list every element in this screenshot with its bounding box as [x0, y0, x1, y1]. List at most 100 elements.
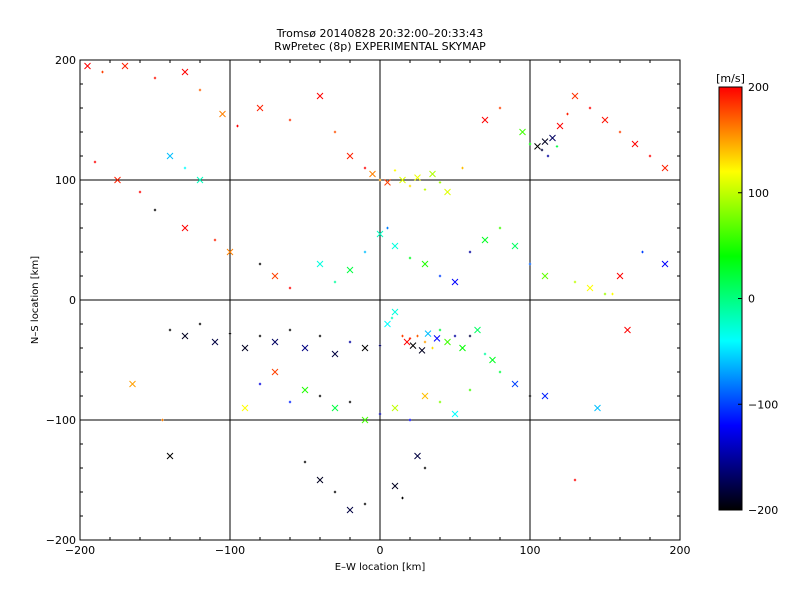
- data-point-x: [196, 176, 204, 184]
- data-point-plus: [401, 496, 404, 500]
- data-point-plus: [318, 334, 322, 338]
- data-point-x: [421, 260, 429, 268]
- data-point-x: [391, 242, 399, 250]
- y-tick-label: 200: [55, 54, 76, 67]
- data-point-x: [316, 92, 324, 100]
- data-point-plus: [258, 382, 262, 386]
- data-point-plus: [423, 466, 427, 470]
- data-point-x: [121, 62, 129, 70]
- data-point-x: [391, 308, 399, 316]
- data-point-x: [511, 242, 519, 250]
- data-point-plus: [528, 394, 532, 398]
- data-point-plus: [416, 334, 419, 338]
- data-point-x: [661, 164, 669, 172]
- data-point-x: [534, 143, 541, 150]
- y-axis-title: N–S location [km]: [30, 256, 41, 344]
- data-point-plus: [288, 286, 292, 290]
- data-point-plus: [363, 166, 367, 170]
- data-point-x: [409, 342, 417, 349]
- data-point-plus: [258, 334, 262, 338]
- data-point-x: [451, 410, 459, 418]
- data-point-plus: [641, 250, 644, 254]
- data-point-x: [271, 272, 279, 280]
- data-point-plus: [303, 460, 307, 464]
- data-point-plus: [498, 106, 502, 110]
- data-point-x: [301, 386, 309, 394]
- data-point-x: [369, 170, 376, 178]
- data-point-plus: [555, 145, 559, 148]
- data-point-plus: [431, 346, 434, 350]
- points-layer: [84, 62, 669, 514]
- data-point-x: [361, 416, 369, 424]
- data-point-x: [376, 230, 384, 238]
- data-point-plus: [611, 292, 614, 296]
- data-point-plus: [468, 334, 472, 338]
- data-point-plus: [288, 400, 292, 404]
- grid-layer: [80, 60, 680, 540]
- data-point-x: [433, 335, 441, 342]
- data-point-plus: [438, 400, 442, 404]
- data-point-x: [391, 482, 399, 490]
- data-point-x: [541, 138, 549, 145]
- data-point-plus: [168, 328, 172, 332]
- data-point-x: [346, 266, 354, 274]
- data-point-plus: [540, 148, 544, 152]
- data-point-x: [114, 176, 121, 184]
- colorbar-tick-label: 100: [748, 187, 769, 200]
- x-tick-label: 0: [377, 544, 384, 557]
- y-tick-label: −200: [46, 534, 76, 547]
- data-point-x: [219, 110, 226, 118]
- data-point-plus: [483, 352, 487, 356]
- data-point-plus: [348, 400, 352, 404]
- data-point-x: [399, 176, 406, 184]
- data-point-plus: [573, 280, 577, 284]
- data-point-plus: [498, 370, 502, 374]
- data-point-plus: [333, 490, 337, 494]
- data-point-plus: [648, 154, 652, 158]
- data-point-plus: [498, 226, 502, 230]
- data-point-plus: [408, 184, 412, 188]
- data-point-plus: [288, 118, 292, 122]
- data-point-plus: [318, 394, 322, 398]
- data-point-x: [414, 452, 421, 460]
- x-tick-label: −200: [65, 544, 95, 557]
- data-point-x: [624, 326, 631, 334]
- data-point-plus: [386, 226, 389, 230]
- data-point-plus: [401, 334, 404, 338]
- data-point-x: [181, 224, 189, 232]
- data-point-x: [241, 404, 249, 412]
- data-point-x: [571, 92, 579, 100]
- data-point-plus: [333, 280, 337, 284]
- data-point-plus: [101, 70, 104, 74]
- data-point-x: [241, 344, 249, 352]
- data-point-x: [474, 326, 481, 334]
- data-point-plus: [438, 328, 442, 332]
- data-point-plus: [378, 344, 382, 347]
- data-point-x: [424, 330, 432, 337]
- data-point-x: [129, 380, 136, 388]
- chart-subtitle: RwPretec (8p) EXPERIMENTAL SKYMAP: [274, 40, 486, 53]
- data-point-x: [403, 338, 411, 346]
- data-point-x: [594, 404, 601, 412]
- data-point-x: [166, 452, 174, 460]
- data-point-plus: [288, 328, 292, 332]
- data-point-x: [211, 338, 219, 346]
- y-tick-label: 0: [69, 294, 76, 307]
- data-point-x: [391, 404, 399, 412]
- data-point-plus: [198, 88, 202, 92]
- data-point-x: [316, 260, 324, 268]
- data-point-x: [489, 356, 496, 364]
- data-point-plus: [390, 316, 394, 320]
- data-point-plus: [546, 154, 550, 158]
- x-tick-label: 200: [670, 544, 691, 557]
- data-point-plus: [236, 124, 239, 128]
- data-point-x: [181, 332, 189, 340]
- data-point-x: [271, 368, 279, 376]
- data-point-x: [181, 68, 189, 76]
- data-point-x: [421, 392, 429, 400]
- data-point-plus: [198, 322, 202, 326]
- data-point-x: [511, 380, 519, 388]
- colorbar: 200 100 0 −100 −200 [m/s]: [716, 72, 778, 517]
- data-point-plus: [378, 178, 382, 182]
- data-point-x: [541, 392, 549, 400]
